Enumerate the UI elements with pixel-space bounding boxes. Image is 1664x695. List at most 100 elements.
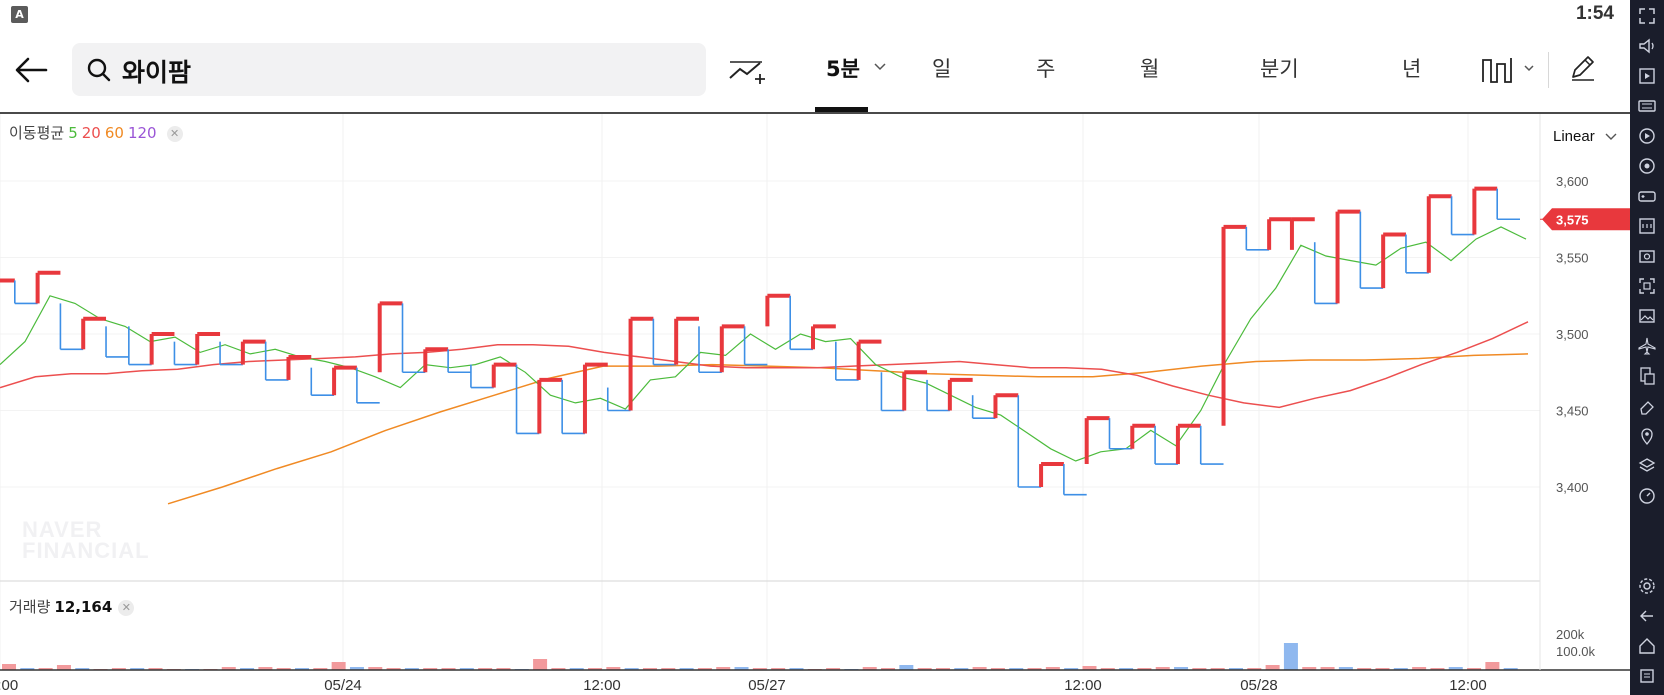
ma5-legend: 5 [68,124,78,142]
speed-icon[interactable] [1637,486,1657,506]
volume-bar [1338,667,1353,670]
watermark-line-2: FINANCIAL [22,538,150,563]
volume-bar [789,668,804,670]
ma60-line [167,353,1529,505]
back-arrow-icon [15,57,48,83]
timeframe-tab-day[interactable]: 일 [932,57,952,81]
current-price-tag [1542,208,1630,231]
apk-icon[interactable] [1637,216,1657,236]
nav-home-icon[interactable] [1637,636,1657,656]
keyboard-icon[interactable] [1637,96,1657,116]
volume-bar [423,668,438,670]
volume-bar [1302,667,1317,670]
timeframe-tab-5min[interactable]: 5분 [826,57,860,81]
volume-bar [972,667,987,670]
chart-type-icon [1482,58,1534,83]
volume-bar [459,668,474,670]
volume-bar [386,668,401,670]
volume-bar [313,668,328,670]
volume-bar [917,668,932,670]
volume-bar [954,668,969,670]
volume-bar [1357,668,1372,670]
volume-bar [1137,668,1152,670]
volume-bar [1082,666,1097,670]
gallery-icon[interactable] [1637,306,1657,326]
volume-bar [441,668,456,670]
chart-type-button[interactable] [1480,54,1534,88]
settings-icon[interactable] [1637,576,1657,596]
nav-back-icon[interactable] [1637,606,1657,626]
volume-bar [20,668,35,670]
status-clock: 1:54 [1575,3,1614,24]
nav-recents-icon[interactable] [1637,666,1657,686]
volume-bar [661,668,676,670]
screen-crop-icon[interactable] [1637,276,1657,296]
time-axis-label: 05/27 [748,677,786,694]
back-button[interactable] [10,48,56,94]
watermark-line-1: NAVER [22,517,103,542]
timeframe-tab-year[interactable]: 년 [1402,57,1422,81]
multi-instance-icon[interactable] [1637,366,1657,386]
scale-label: Linear [1553,128,1595,145]
volume-axis-label: 200k [1556,627,1585,642]
volume-bar [1467,668,1482,670]
volume-bar [1210,668,1225,670]
volume-bar [624,668,639,670]
volume-bar [679,668,694,670]
price-axis-label: 3,500 [1556,327,1589,342]
fullscreen-icon[interactable] [1637,6,1657,26]
indicator-add-icon [729,61,765,84]
scale-selector[interactable]: Linear [1553,128,1617,145]
eraser-icon[interactable] [1637,396,1657,416]
search-box[interactable]: 와이팜 [72,43,706,96]
layers-icon[interactable] [1637,456,1657,476]
macro-icon[interactable] [1637,156,1657,176]
volume-bar [734,667,749,670]
volume-bar [642,668,657,670]
moving-average-legend: 이동평균 5 20 60 120 ✕ [9,122,187,143]
volume-bar [1155,667,1170,670]
chevron-down-icon[interactable] [874,63,886,71]
volume-bar [569,668,584,670]
volume-bar [1283,643,1298,670]
location-icon[interactable] [1637,426,1657,446]
ma120-legend: 120 [127,124,157,142]
airplane-icon[interactable] [1637,336,1657,356]
volume-bar [1503,668,1518,670]
toolbar-divider-line [0,112,1630,114]
screen-record-icon[interactable] [1637,66,1657,86]
add-indicator-button[interactable] [728,50,772,86]
volume-bar [404,668,419,670]
time-axis-label: 12:00 [1064,677,1102,694]
time-axis-label: 12:00 [583,677,621,694]
controller-icon[interactable] [1637,186,1657,206]
volume-bar [1045,667,1060,670]
ma20-line [0,321,1529,409]
volume-bar [1228,668,1243,670]
volume-bar [240,668,255,670]
volume-bar [1027,668,1042,670]
timeframe-tab-week[interactable]: 주 [1036,57,1056,81]
volume-bar [1448,667,1463,670]
remove-ma-icon[interactable]: ✕ [166,125,183,142]
screenshot-icon[interactable] [1637,246,1657,266]
volume-bar [990,668,1005,670]
price-axis-label: 3,400 [1556,480,1589,495]
drawing-tool-button[interactable] [1568,52,1598,86]
toolbar-divider [1548,52,1549,88]
volume-bar [75,668,90,670]
volume-bar [1247,668,1262,670]
naver-financial-watermark: NAVER FINANCIAL [22,517,150,563]
time-axis-label: 12:00 [1449,677,1487,694]
timeframe-tab-quarter[interactable]: 분기 [1260,57,1299,81]
volume-bar [478,668,493,670]
volume-bar [496,668,511,670]
volume-bar [276,668,291,670]
price-chart[interactable]: 3,400 3,450 3,500 3,550 3,600 2:00 05/24 12:00 0… [0,114,1630,695]
timeframe-tab-month[interactable]: 월 [1140,57,1160,81]
volume-bar [148,668,163,670]
play-icon[interactable] [1637,126,1657,146]
status-bar: A 1:54 [0,0,1630,30]
remove-volume-icon[interactable]: ✕ [118,599,135,616]
volume-icon[interactable] [1637,36,1657,56]
